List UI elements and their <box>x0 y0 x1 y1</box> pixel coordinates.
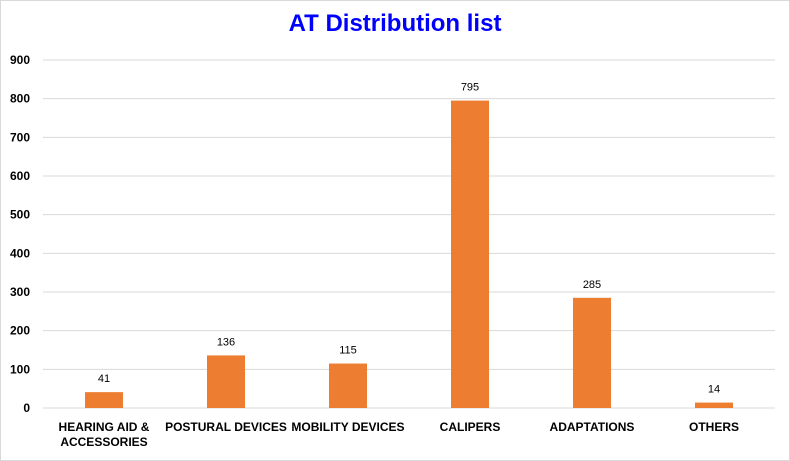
y-tick-label: 500 <box>10 208 30 222</box>
x-tick-label: POSTURAL DEVICES <box>165 420 287 434</box>
y-tick-label: 900 <box>10 53 30 67</box>
chart-title: AT Distribution list <box>288 10 502 37</box>
bars <box>85 100 733 408</box>
y-axis-ticks: 0 100 200 300 400 500 600 700 800 900 <box>10 53 30 415</box>
y-tick-label: 100 <box>10 362 30 376</box>
data-label: 115 <box>339 345 357 357</box>
data-labels: 41 136 115 795 285 14 <box>98 82 720 396</box>
y-tick-label: 800 <box>10 92 30 106</box>
x-tick-label: OTHERS <box>689 420 739 434</box>
data-label: 136 <box>217 336 235 348</box>
data-label: 795 <box>461 82 479 94</box>
x-tick-label: ACCESSORIES <box>60 435 147 449</box>
bar <box>573 297 611 408</box>
x-tick-label: HEARING AID & <box>59 420 150 434</box>
bar <box>451 100 489 408</box>
x-axis-ticks: HEARING AID &ACCESSORIES POSTURAL DEVICES… <box>59 420 739 449</box>
x-tick-label: MOBILITY DEVICES <box>291 420 404 434</box>
x-tick-label: ADAPTATIONS <box>550 420 635 434</box>
y-tick-label: 600 <box>10 169 30 183</box>
y-tick-label: 0 <box>23 401 30 415</box>
bar <box>695 402 733 408</box>
y-tick-label: 700 <box>10 130 30 144</box>
bar <box>329 363 367 408</box>
data-label: 14 <box>708 384 720 396</box>
data-label: 41 <box>98 373 110 385</box>
x-tick-label: CALIPERS <box>440 420 501 434</box>
gridlines <box>43 59 775 409</box>
bar <box>207 355 245 408</box>
data-label: 285 <box>583 279 601 291</box>
y-tick-label: 300 <box>10 285 30 299</box>
y-tick-label: 400 <box>10 246 30 260</box>
y-tick-label: 200 <box>10 324 30 338</box>
bar <box>85 392 123 408</box>
